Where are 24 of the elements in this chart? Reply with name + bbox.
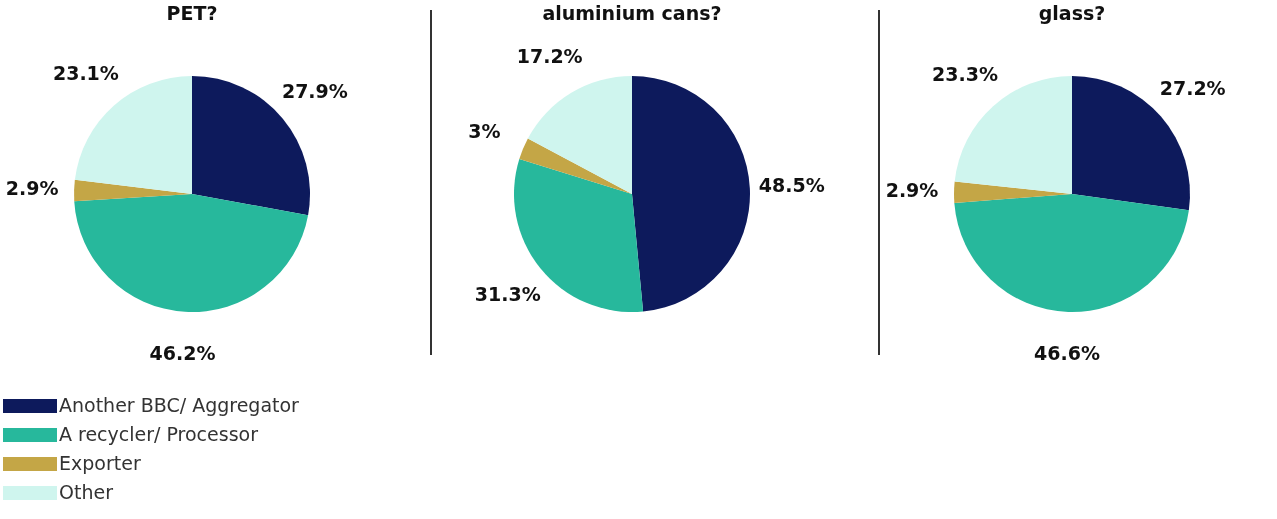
data-label: 27.9% [281, 79, 348, 102]
data-label: 2.9% [5, 177, 59, 200]
data-label: 3% [468, 120, 501, 143]
pie-slice [519, 138, 632, 194]
data-label: 31.3% [474, 282, 541, 305]
chart-title: aluminium cans? [542, 2, 722, 24]
data-label: 46.6% [1034, 341, 1100, 364]
data-label: 27.2% [1159, 76, 1226, 99]
chart-title: PET? [166, 2, 218, 24]
pie-slice [954, 194, 1189, 312]
pie-slice [632, 76, 750, 312]
legend-label: Another BBC/ Aggregator [59, 394, 300, 416]
data-label: 2.9% [885, 179, 939, 202]
data-label: 23.1% [52, 62, 119, 85]
legend-label: Other [59, 481, 114, 503]
data-label: 23.3% [932, 62, 999, 85]
data-label: 46.2% [149, 341, 216, 364]
data-label: 48.5% [758, 174, 825, 197]
pie-slice [74, 194, 309, 312]
chart-title: glass? [1038, 2, 1106, 24]
legend-label: Exporter [59, 452, 141, 474]
pie-slice [527, 76, 632, 194]
data-label: 17.2% [516, 44, 583, 67]
legend-label: A recycler/ Processor [59, 423, 259, 445]
